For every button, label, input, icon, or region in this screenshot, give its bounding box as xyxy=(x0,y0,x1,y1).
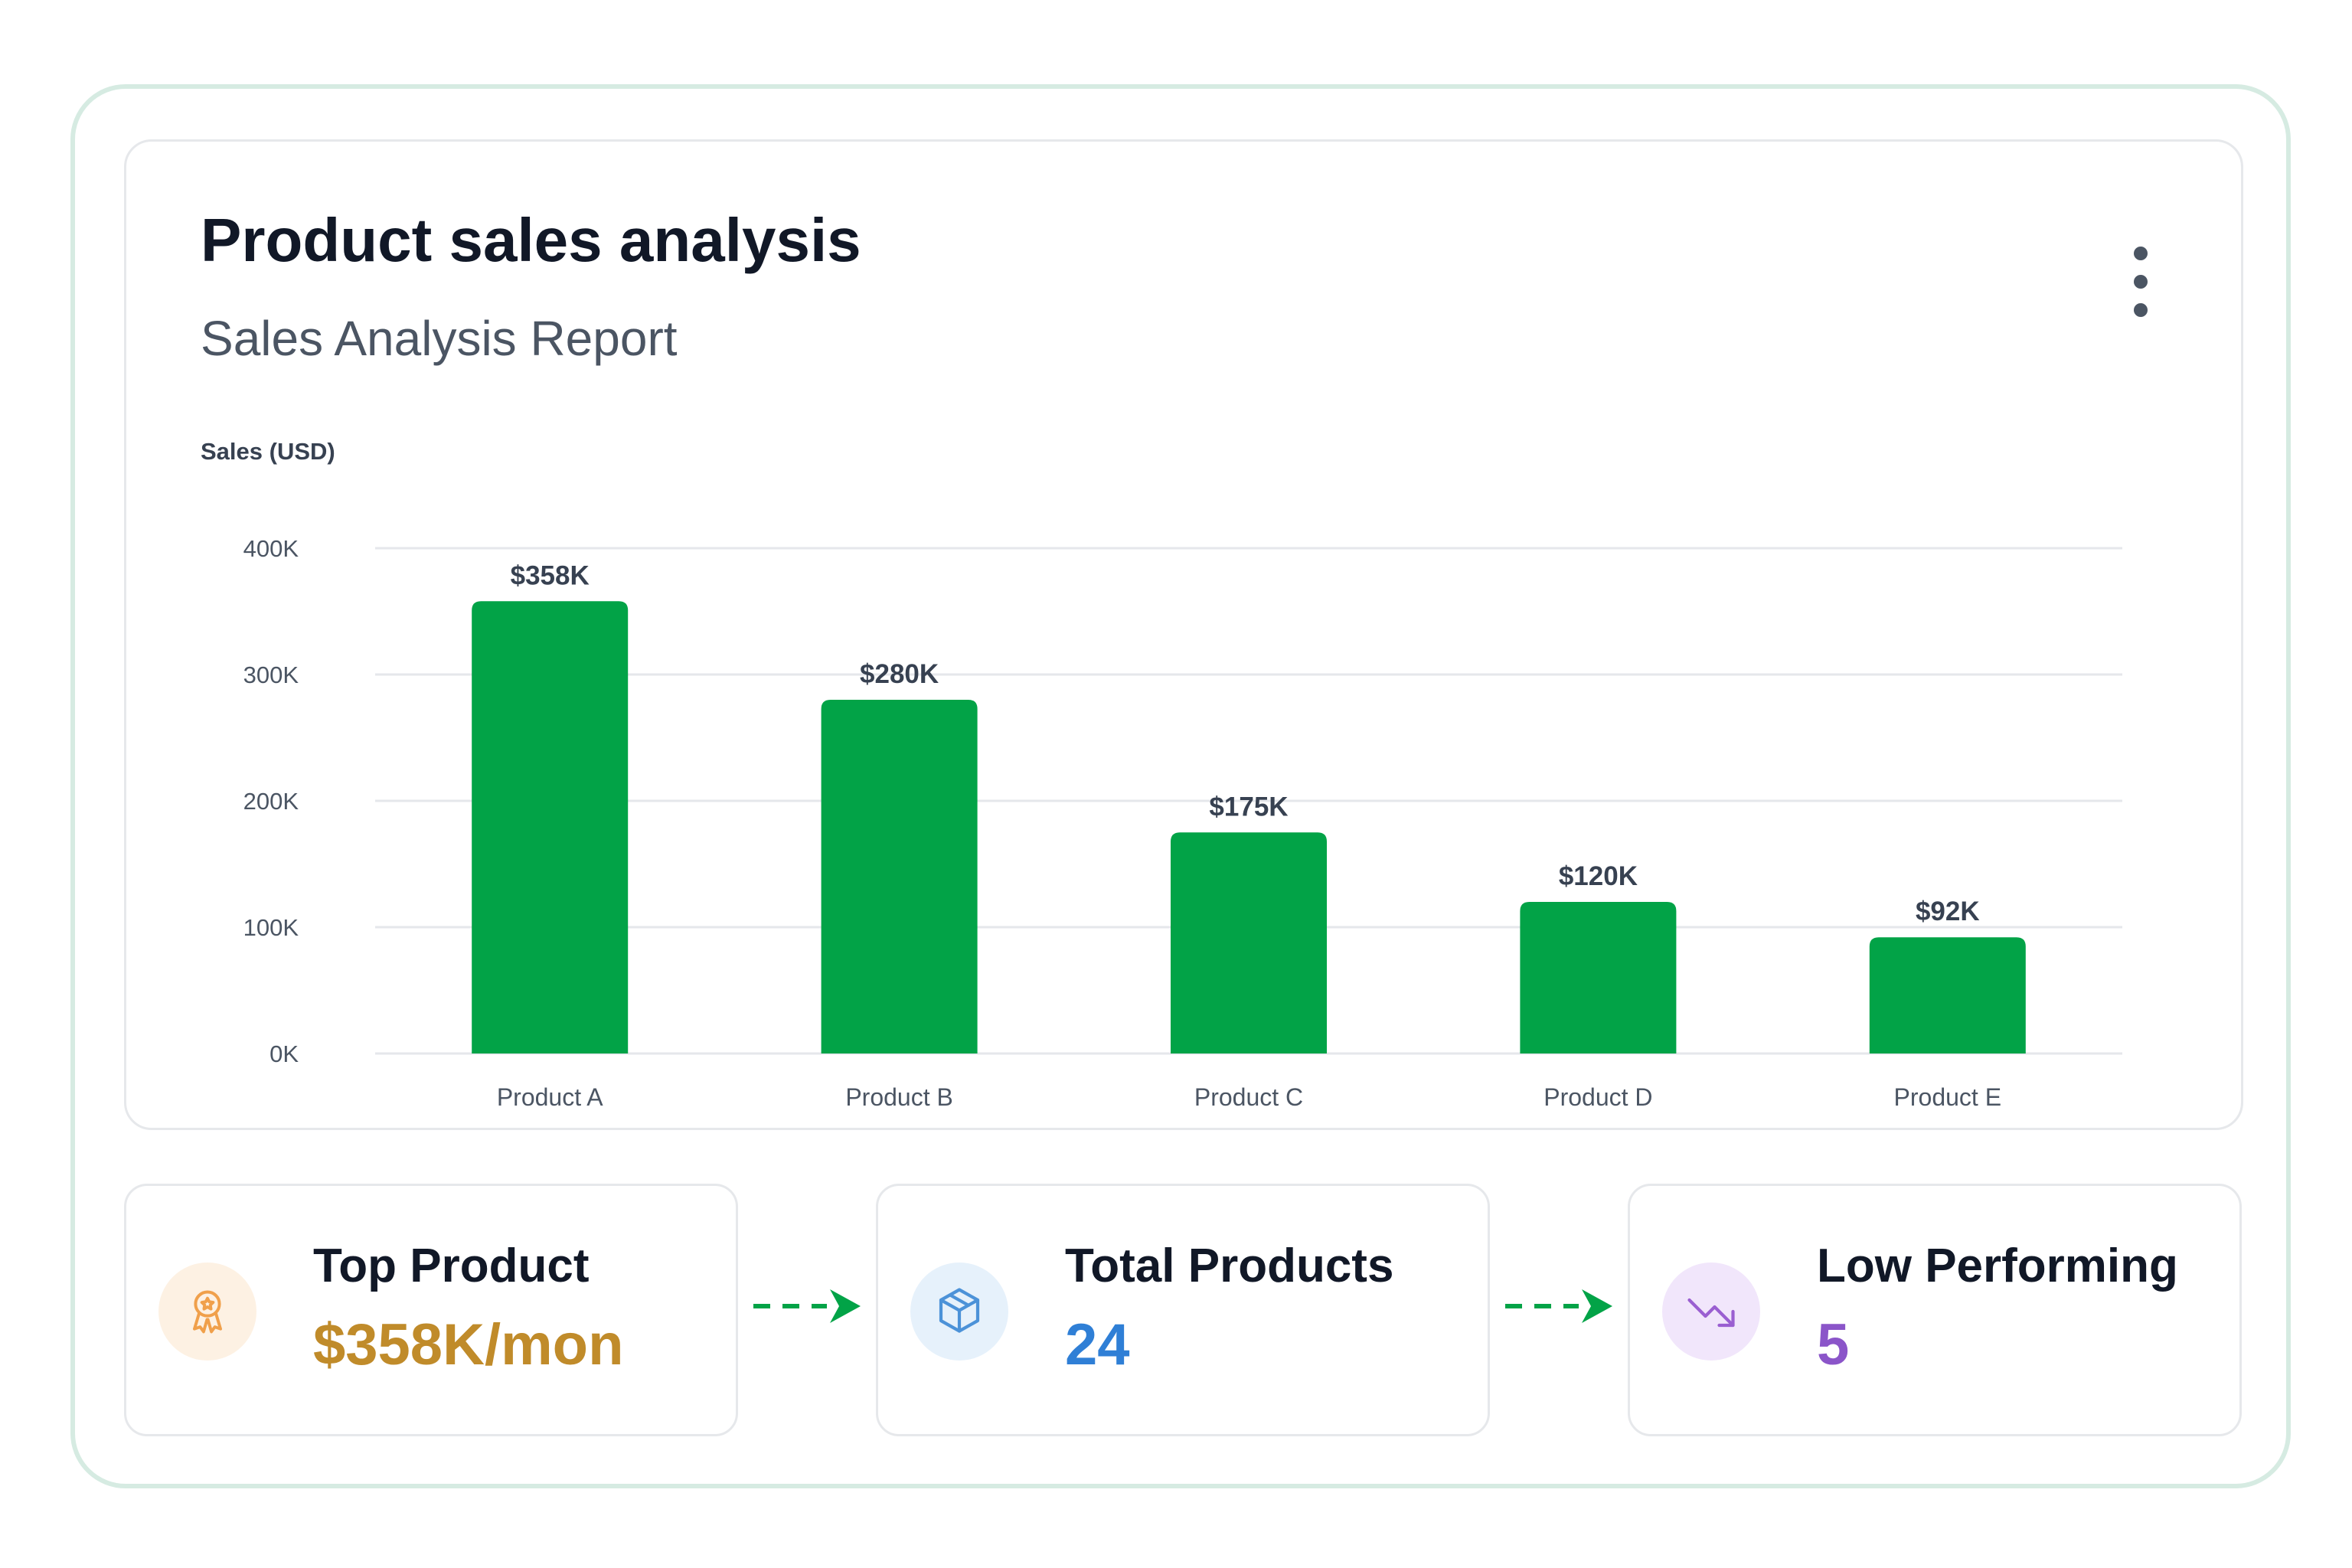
bar-chart: Sales (USD) 0K 100K 200K 300K 400K $358K Prod… xyxy=(201,438,2122,1111)
stat-label: Top Product xyxy=(313,1240,590,1292)
stat-label: Total Products xyxy=(1065,1240,1394,1292)
stat-value: 24 xyxy=(1065,1312,1130,1377)
bar xyxy=(1171,832,1327,1054)
y-tick-label: 200K xyxy=(243,788,299,815)
data-label: $175K xyxy=(1209,792,1288,822)
stat-card-top-product: Top Product $358K/mon xyxy=(124,1184,738,1436)
x-tick-label: Product B xyxy=(845,1083,953,1111)
bar xyxy=(821,700,978,1054)
card-subtitle: Sales Analysis Report xyxy=(201,311,678,366)
data-label: $358K xyxy=(511,560,590,590)
y-axis-label: Sales (USD) xyxy=(201,438,335,465)
x-tick-label: Product E xyxy=(1894,1083,2002,1111)
y-tick-label: 400K xyxy=(243,535,299,562)
x-tick-label: Product C xyxy=(1194,1083,1303,1111)
stat-value: $358K/mon xyxy=(313,1312,624,1377)
arrow-right-icon xyxy=(1505,1289,1612,1323)
data-label: $120K xyxy=(1559,861,1638,891)
y-tick-label: 100K xyxy=(243,914,299,941)
stat-value: 5 xyxy=(1817,1312,1850,1377)
package-icon xyxy=(910,1263,1008,1361)
card-title: Product sales analysis xyxy=(201,206,861,274)
more-vertical-icon[interactable] xyxy=(2122,247,2159,317)
bar xyxy=(472,601,629,1054)
data-label: $92K xyxy=(1916,897,1980,926)
x-tick-label: Product A xyxy=(497,1083,603,1111)
y-tick-label: 300K xyxy=(243,662,299,688)
bar xyxy=(1869,937,2026,1054)
award-icon xyxy=(158,1263,256,1361)
y-tick-label: 0K xyxy=(270,1040,299,1067)
trending-down-icon xyxy=(1662,1263,1760,1361)
arrow-right-icon xyxy=(753,1289,861,1323)
stat-card-total-products: Total Products 24 xyxy=(876,1184,1490,1436)
data-label: $280K xyxy=(860,659,939,689)
stat-card-low-performing: Low Performing 5 xyxy=(1628,1184,2242,1436)
stat-label: Low Performing xyxy=(1817,1240,2178,1292)
bar xyxy=(1520,902,1677,1054)
x-tick-label: Product D xyxy=(1544,1083,1652,1111)
